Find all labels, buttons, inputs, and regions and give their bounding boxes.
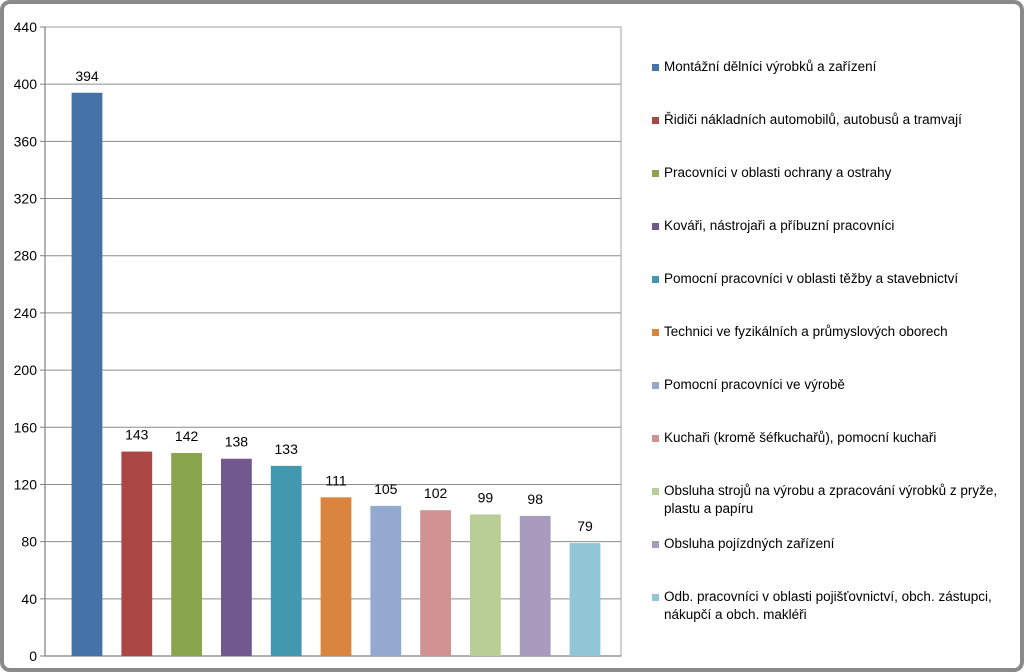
legend-label: Montážní dělníci výrobků a zařízení	[664, 59, 877, 74]
data-labels: 394 143 142 138 133 111 105 102 99 98 79	[75, 68, 593, 534]
legend-swatch	[652, 170, 659, 177]
bar	[71, 92, 103, 656]
legend-label: Obsluha strojů na výrobu a zpracování vý…	[664, 483, 997, 498]
legend-label: Obsluha pojízdných zařízení	[664, 536, 835, 551]
legend-item: Odb. pracovníci v oblasti pojišťovnictví…	[652, 589, 992, 622]
y-tick-label: 0	[29, 648, 37, 664]
y-tick-label: 160	[14, 419, 38, 435]
bar	[420, 510, 451, 656]
data-label: 105	[374, 481, 398, 497]
legend-swatch	[652, 488, 659, 495]
y-tick-label: 360	[14, 133, 38, 149]
legend-swatch	[652, 594, 659, 601]
legend-item: Montážní dělníci výrobků a zařízení	[652, 59, 877, 74]
bar	[320, 497, 352, 656]
legend-item: Technici ve fyzikálních a průmyslových o…	[652, 324, 948, 339]
legend-item: Kováři, nástrojaři a příbuzní pracovníci	[652, 218, 894, 233]
legend-label: nákupčí a obch. makléři	[664, 607, 807, 622]
y-tick-label: 200	[14, 362, 38, 378]
y-tick-label: 40	[21, 591, 37, 607]
bars	[71, 92, 601, 656]
y-tick-label: 320	[14, 191, 38, 207]
legend-swatch	[652, 329, 659, 336]
legend-item: Pracovníci v oblasti ochrany a ostrahy	[652, 165, 892, 180]
data-label: 394	[75, 68, 99, 84]
legend-swatch	[652, 382, 659, 389]
bar	[171, 453, 202, 656]
legend-label: Technici ve fyzikálních a průmyslových o…	[664, 324, 948, 339]
legend-label: Pomocní pracovníci v oblasti těžby a sta…	[664, 271, 958, 286]
legend-swatch	[652, 223, 659, 230]
bar	[470, 514, 501, 656]
legend-label: Kováři, nástrojaři a příbuzní pracovníci	[664, 218, 894, 233]
y-tick-label: 280	[14, 248, 38, 264]
data-label: 133	[275, 441, 299, 457]
legend-label: Pomocní pracovníci ve výrobě	[664, 377, 845, 392]
bar	[569, 543, 601, 656]
legend-swatch	[652, 117, 659, 124]
legend-swatch	[652, 541, 659, 548]
bar	[370, 505, 402, 656]
legend-label: plastu a papíru	[664, 501, 753, 516]
legend-item: Obsluha pojízdných zařízení	[652, 536, 835, 551]
y-tick-label: 240	[14, 305, 38, 321]
legend-swatch	[652, 276, 659, 283]
legend-label: Řidiči nákladních automobilů, autobusů a…	[664, 112, 962, 127]
legend-swatch	[652, 435, 659, 442]
legend-item: Kuchaři (kromě šéfkuchařů), pomocní kuch…	[652, 430, 936, 445]
legend-label: Odb. pracovníci v oblasti pojišťovnictví…	[664, 589, 992, 604]
data-label: 98	[527, 491, 543, 507]
data-label: 99	[478, 489, 494, 505]
data-label: 143	[125, 427, 149, 443]
data-label: 111	[325, 472, 346, 488]
y-tick-labels: 0 40 80 120 160 200 240 280 320 360 400 440	[14, 19, 38, 664]
y-tick-label: 400	[14, 76, 38, 92]
bar	[121, 451, 153, 656]
y-tick-label: 80	[21, 534, 37, 550]
legend-item: Pomocní pracovníci v oblasti těžby a sta…	[652, 271, 958, 286]
legend-item: Obsluha strojů na výrobu a zpracování vý…	[652, 483, 997, 516]
legend-item: Pomocní pracovníci ve výrobě	[652, 377, 845, 392]
data-label: 142	[175, 428, 199, 444]
legend: Montážní dělníci výrobků a zařízení Řidič…	[652, 59, 997, 622]
bar	[519, 515, 551, 656]
legend-label: Kuchaři (kromě šéfkuchařů), pomocní kuch…	[664, 430, 936, 445]
legend-label: Pracovníci v oblasti ochrany a ostrahy	[664, 165, 892, 180]
y-tick-label: 440	[14, 19, 38, 35]
legend-item: Řidiči nákladních automobilů, autobusů a…	[652, 112, 962, 127]
y-tick-label: 120	[14, 476, 38, 492]
data-label: 79	[577, 518, 593, 534]
legend-swatch	[652, 64, 659, 71]
bar	[270, 465, 302, 656]
data-label: 138	[225, 434, 249, 450]
bar	[221, 458, 252, 656]
data-label: 102	[424, 485, 448, 501]
